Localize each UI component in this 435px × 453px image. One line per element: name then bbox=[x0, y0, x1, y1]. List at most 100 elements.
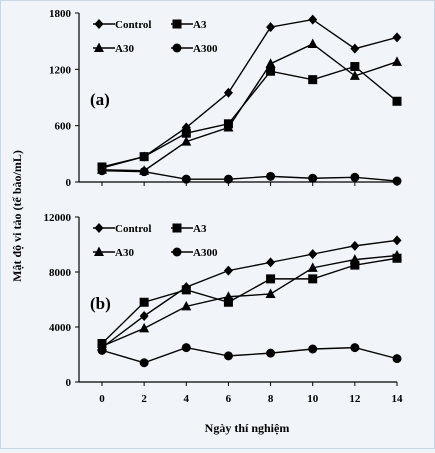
y-tick-label: 0 bbox=[66, 377, 72, 389]
legend-marker bbox=[94, 223, 104, 233]
series-line-control bbox=[101, 18, 398, 169]
x-tick-label: 8 bbox=[268, 393, 274, 405]
panel-b: 0 4000 8000 12000 0 2 4 6 8 10 12 14 Control A3 A30 A30… bbox=[44, 212, 404, 405]
data-point-a3 bbox=[139, 152, 149, 162]
data-point-a300 bbox=[97, 166, 107, 176]
legend-marker bbox=[94, 42, 104, 52]
x-tick-label: 10 bbox=[307, 393, 319, 405]
legend-label: Control bbox=[115, 223, 151, 235]
data-point-a300 bbox=[350, 172, 360, 182]
data-point-a300 bbox=[350, 343, 360, 353]
data-point-a300 bbox=[392, 354, 402, 364]
data-point-control bbox=[266, 22, 276, 33]
panel-label: (b) bbox=[90, 294, 111, 313]
data-point-control bbox=[266, 257, 276, 268]
data-point-a3 bbox=[139, 297, 149, 307]
legend-marker bbox=[172, 247, 182, 257]
data-point-control bbox=[139, 311, 149, 321]
data-point-control bbox=[308, 14, 318, 25]
y-tick-label: 1800 bbox=[49, 8, 72, 20]
data-point-a3 bbox=[308, 274, 318, 284]
data-point-a3 bbox=[266, 66, 276, 76]
data-point-a3 bbox=[350, 260, 360, 270]
data-point-a300 bbox=[181, 343, 191, 353]
legend-label: A300 bbox=[193, 43, 218, 55]
series-line-a30 bbox=[101, 254, 398, 347]
series-line-a3 bbox=[101, 65, 398, 168]
legend-marker bbox=[172, 19, 182, 29]
data-point-a30 bbox=[139, 322, 150, 333]
legend-marker bbox=[172, 223, 182, 233]
legend-label: A300 bbox=[193, 247, 218, 259]
data-point-a300 bbox=[266, 171, 276, 181]
data-point-a30 bbox=[223, 122, 234, 132]
series-line-control bbox=[101, 239, 398, 349]
legend-label: A30 bbox=[115, 43, 134, 55]
data-point-a30 bbox=[307, 262, 318, 272]
data-point-a300 bbox=[266, 348, 276, 358]
data-point-a3 bbox=[223, 297, 233, 307]
series-line-a30 bbox=[101, 43, 398, 172]
data-point-a30 bbox=[349, 70, 360, 80]
data-point-a3 bbox=[392, 96, 402, 106]
x-tick-label: 0 bbox=[99, 393, 105, 405]
data-point-a30 bbox=[307, 38, 318, 48]
legend-marker bbox=[172, 43, 182, 53]
data-point-a30 bbox=[181, 136, 192, 146]
y-tick-label: 8000 bbox=[49, 267, 72, 279]
data-point-a3 bbox=[181, 128, 191, 138]
data-point-a300 bbox=[97, 345, 107, 355]
x-tick-label: 14 bbox=[392, 393, 404, 405]
data-point-a30 bbox=[392, 250, 402, 260]
data-point-control bbox=[350, 43, 360, 54]
data-point-a300 bbox=[223, 351, 233, 361]
series-line-a300 bbox=[101, 170, 398, 182]
data-point-a3 bbox=[350, 62, 360, 72]
legend-marker bbox=[94, 246, 104, 256]
x-tick-label: 12 bbox=[349, 393, 361, 405]
series-line-a3 bbox=[101, 257, 398, 345]
data-point-a30 bbox=[265, 288, 276, 298]
panel-a: 0 600 1200 1800 Control A3 A30 A300 (a) bbox=[49, 8, 402, 189]
y-tick-label: 600 bbox=[55, 121, 72, 133]
data-point-control bbox=[350, 240, 360, 251]
data-point-a300 bbox=[181, 174, 191, 184]
data-point-control bbox=[392, 32, 402, 43]
data-point-a30 bbox=[181, 300, 192, 311]
legend-marker bbox=[94, 19, 104, 29]
data-point-control bbox=[181, 122, 191, 133]
legend-label: A30 bbox=[115, 247, 134, 259]
data-point-a30 bbox=[265, 58, 276, 68]
data-point-control bbox=[392, 235, 402, 246]
data-point-a300 bbox=[139, 358, 149, 368]
y-tick-label: 0 bbox=[66, 177, 72, 189]
data-point-a300 bbox=[139, 167, 149, 177]
data-point-control bbox=[223, 265, 233, 276]
data-point-a3 bbox=[181, 285, 191, 295]
x-tick-label: 6 bbox=[226, 393, 232, 405]
data-point-a30 bbox=[223, 291, 234, 301]
x-axis-title: Ngày thí nghiệm bbox=[205, 421, 290, 435]
legend-label: A3 bbox=[193, 223, 207, 235]
data-point-a300 bbox=[308, 173, 318, 183]
data-point-a300 bbox=[392, 176, 402, 186]
y-axis-title: Mật độ vi tảo (tế bào/mL) bbox=[10, 150, 24, 282]
data-point-control bbox=[223, 87, 233, 98]
x-tick-label: 4 bbox=[184, 393, 190, 405]
data-point-a300 bbox=[223, 174, 233, 184]
y-tick-label: 4000 bbox=[49, 322, 72, 334]
data-point-a3 bbox=[308, 75, 318, 85]
y-tick-label: 1200 bbox=[49, 64, 72, 76]
data-point-a30 bbox=[349, 254, 360, 264]
series-line-a300 bbox=[101, 346, 398, 364]
x-tick-label: 2 bbox=[141, 393, 147, 405]
data-point-a300 bbox=[308, 344, 318, 354]
y-tick-label: 12000 bbox=[44, 212, 72, 224]
data-point-a3 bbox=[266, 274, 276, 284]
legend-label: Control bbox=[115, 19, 151, 31]
legend-label: A3 bbox=[193, 19, 207, 31]
data-point-control bbox=[308, 249, 318, 260]
data-point-a30 bbox=[392, 56, 402, 66]
